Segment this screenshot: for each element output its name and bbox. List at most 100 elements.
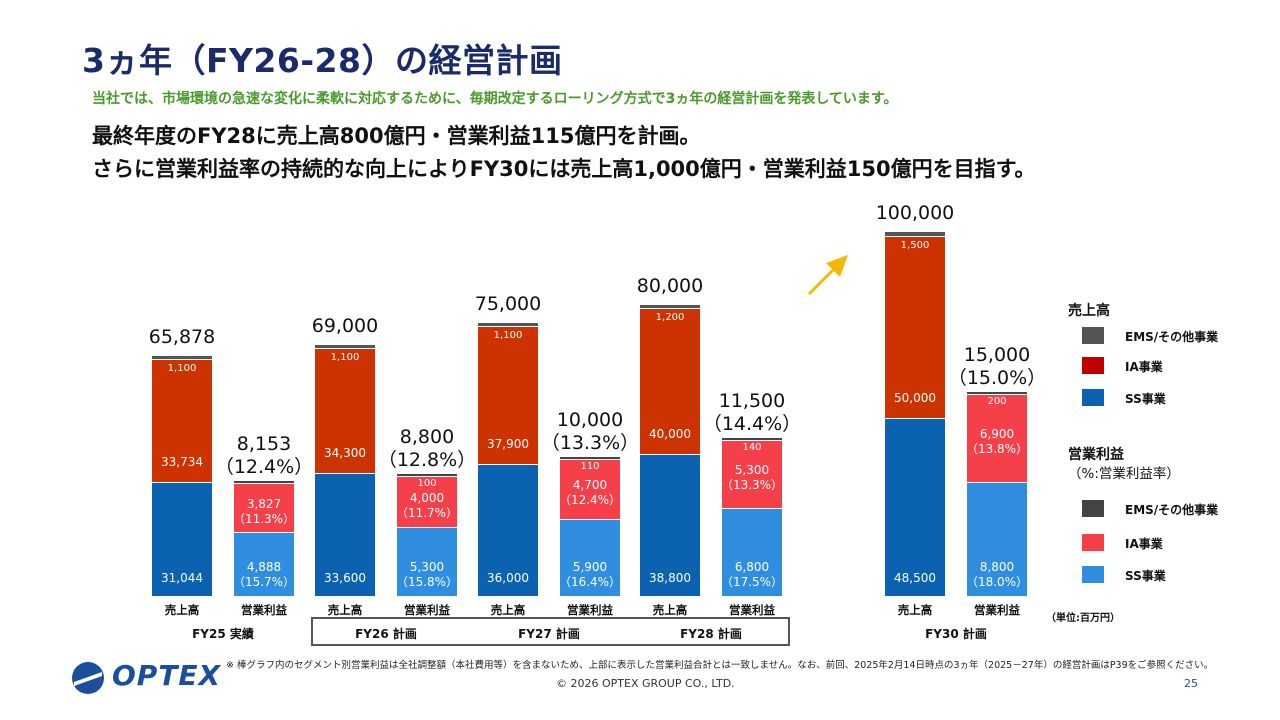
profit-ss-value: 5,300 xyxy=(409,560,445,574)
growth-arrow-icon xyxy=(808,255,848,295)
legend-profit-ia-label: IA事業 xyxy=(1125,537,1163,551)
profit-total-value: 8,153 xyxy=(236,433,292,456)
sales-ems-segment xyxy=(478,323,538,326)
profit-ia-value: 3,827 xyxy=(246,496,282,511)
category-label-profit: 営業利益 xyxy=(241,603,287,617)
sales-ems-segment xyxy=(152,356,212,360)
sales-ia-value: 50,000 xyxy=(894,391,936,406)
legend-sales-ss-label: SS事業 xyxy=(1125,392,1166,406)
sales-ss-segment xyxy=(885,419,945,596)
sales-ss-value: 33,600 xyxy=(324,571,366,585)
page-title: 3ヵ年（FY26-28）の経営計画 xyxy=(82,41,563,80)
profit-ia-segment xyxy=(722,441,782,508)
sales-ss-segment xyxy=(640,454,700,596)
profit-ia-pct: （12.4%） xyxy=(558,493,622,508)
profit-ss-segment xyxy=(397,528,457,596)
sales-ems-value: 1,100 xyxy=(493,330,523,341)
lead-text-2: さらに営業利益率の持続的な向上によりFY30には売上高1,000億円・営業利益1… xyxy=(92,157,1036,181)
sales-total-value: 100,000 xyxy=(875,202,955,224)
profit-ss-segment xyxy=(722,508,782,596)
profit-ss-segment xyxy=(234,533,294,596)
profit-total-value: 11,500 xyxy=(718,390,786,413)
profit-ia-pct: （13.3%） xyxy=(720,478,784,493)
category-label-sales: 売上高 xyxy=(490,603,526,617)
profit-ems-segment xyxy=(560,457,620,460)
profit-ia-segment xyxy=(397,476,457,528)
legend-profit-subtitle: （%:営業利益率） xyxy=(1068,466,1180,482)
unit-label: （単位:百万円） xyxy=(1046,613,1120,624)
sales-ems-segment xyxy=(640,304,700,309)
legend-sales-title: 売上高 xyxy=(1068,303,1110,319)
sales-ems-value: 1,100 xyxy=(167,363,197,375)
profit-total-pct: （14.4%） xyxy=(702,413,802,436)
sales-ia-value: 33,734 xyxy=(161,454,203,469)
plan-period-bracket xyxy=(311,617,790,646)
profit-ss-pct: （16.4%） xyxy=(558,575,622,589)
profit-ia-value: 4,000 xyxy=(409,490,445,505)
profit-ia-segment xyxy=(234,484,294,533)
sales-ia-segment xyxy=(315,348,375,473)
category-label-sales: 売上高 xyxy=(652,603,688,617)
profit-ia-pct: （11.3%） xyxy=(232,511,296,526)
sales-ss-segment xyxy=(315,473,375,596)
profit-ems-value: 200 xyxy=(987,396,1007,408)
subtitle: 当社では、市場環境の急速な変化に柔軟に対応するために、毎期改定するローリング方式… xyxy=(92,91,898,107)
profit-total-value: 8,800 xyxy=(399,425,455,448)
group-label: FY30 計画 xyxy=(925,627,987,641)
profit-ems-value: 100 xyxy=(417,477,437,489)
sales-ia-segment xyxy=(152,360,212,482)
category-label-profit: 営業利益 xyxy=(567,603,613,617)
sales-ss-value: 48,500 xyxy=(894,571,936,585)
legend-sales-ems-swatch xyxy=(1082,327,1104,344)
profit-ia-segment xyxy=(560,460,620,520)
profit-ss-value: 8,800 xyxy=(979,560,1015,574)
legend-sales-ss-swatch xyxy=(1082,389,1104,406)
legend-profit-ems-swatch xyxy=(1082,500,1104,517)
sales-ia-segment xyxy=(478,327,538,464)
profit-ia-pct: （11.7%） xyxy=(395,505,459,520)
profit-ems-segment xyxy=(397,473,457,476)
profit-ia-value: 5,300 xyxy=(734,463,770,478)
sales-ss-value: 31,044 xyxy=(161,571,203,585)
legend-profit-ems-label: EMS/その他事業 xyxy=(1125,503,1219,517)
sales-total-value: 75,000 xyxy=(474,293,542,315)
optex-logo xyxy=(72,662,104,694)
logo-text: OPTEX xyxy=(112,659,222,692)
sales-ems-value: 1,200 xyxy=(655,312,685,324)
profit-ems-value: 110 xyxy=(580,461,600,473)
profit-total-value: 10,000 xyxy=(556,409,624,432)
sales-total-value: 65,878 xyxy=(148,326,216,349)
lead-text-1: 最終年度のFY28に売上高800億円・営業利益115億円を計画。 xyxy=(92,124,701,148)
sales-ia-value: 34,300 xyxy=(324,445,366,460)
profit-ss-pct: （15.7%） xyxy=(232,575,296,589)
group-label: FY27 計画 xyxy=(518,627,580,641)
profit-ss-segment xyxy=(560,520,620,596)
sales-ia-segment xyxy=(640,309,700,454)
profit-ia-segment xyxy=(967,395,1027,483)
profit-ss-value: 6,800 xyxy=(734,560,770,574)
profit-ems-segment xyxy=(234,481,294,484)
profit-total-pct: （12.4%） xyxy=(214,456,314,479)
category-label-profit: 営業利益 xyxy=(404,603,450,617)
category-label-profit: 営業利益 xyxy=(729,603,775,617)
sales-ia-segment xyxy=(885,237,945,419)
profit-ia-value: 6,900 xyxy=(979,427,1015,442)
profit-ss-pct: （15.8%） xyxy=(395,575,459,589)
sales-ems-value: 1,500 xyxy=(900,240,930,252)
profit-ia-pct: （13.8%） xyxy=(965,442,1029,457)
profit-ss-pct: （18.0%） xyxy=(965,575,1029,589)
legend-profit-ss-swatch xyxy=(1082,566,1104,583)
profit-ems-value: 140 xyxy=(742,442,762,454)
legend-sales-ia-swatch xyxy=(1082,357,1104,374)
group-label: FY25 実績 xyxy=(192,627,254,641)
sales-ems-value: 1,100 xyxy=(330,351,360,363)
sales-total-value: 69,000 xyxy=(311,314,379,337)
profit-ss-value: 4,888 xyxy=(246,560,282,574)
profit-ems-segment xyxy=(722,438,782,441)
category-label-sales: 売上高 xyxy=(327,603,363,617)
page-number: 25 xyxy=(1184,677,1198,690)
sales-ss-segment xyxy=(152,482,212,596)
sales-ems-segment xyxy=(885,232,945,237)
copyright: © 2026 OPTEX GROUP CO., LTD. xyxy=(556,677,735,690)
profit-ss-pct: （17.5%） xyxy=(720,575,784,589)
